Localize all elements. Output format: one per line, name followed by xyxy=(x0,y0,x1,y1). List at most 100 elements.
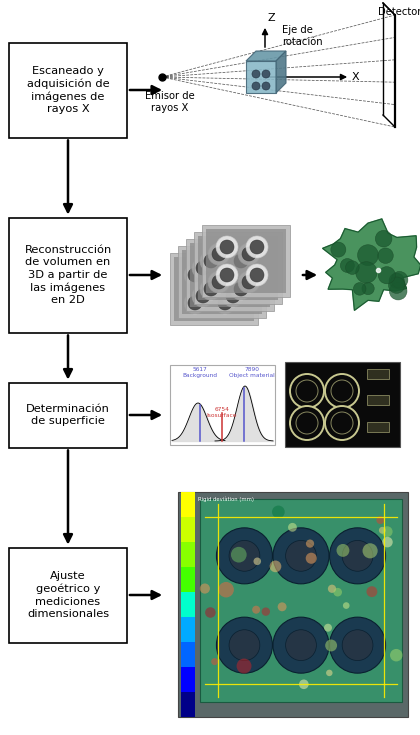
Circle shape xyxy=(353,282,366,295)
Bar xyxy=(181,492,195,517)
Circle shape xyxy=(208,271,230,293)
Circle shape xyxy=(367,587,377,597)
Text: Rigid deviàtion (mm): Rigid deviàtion (mm) xyxy=(198,497,254,503)
Circle shape xyxy=(306,553,317,564)
Polygon shape xyxy=(276,51,286,93)
Circle shape xyxy=(216,236,238,258)
Circle shape xyxy=(390,649,402,662)
Circle shape xyxy=(379,527,386,534)
Circle shape xyxy=(326,670,333,676)
Circle shape xyxy=(200,584,210,594)
Polygon shape xyxy=(323,219,420,310)
Circle shape xyxy=(196,289,210,303)
Circle shape xyxy=(299,679,309,689)
FancyBboxPatch shape xyxy=(9,548,127,642)
Circle shape xyxy=(184,264,206,286)
Circle shape xyxy=(362,282,374,295)
Circle shape xyxy=(230,278,252,300)
Circle shape xyxy=(288,523,297,531)
FancyBboxPatch shape xyxy=(9,43,127,137)
Circle shape xyxy=(378,248,393,263)
Circle shape xyxy=(231,547,247,562)
Polygon shape xyxy=(246,51,286,61)
Circle shape xyxy=(325,374,359,408)
Circle shape xyxy=(229,540,260,571)
Circle shape xyxy=(246,264,268,286)
Circle shape xyxy=(391,271,408,288)
Circle shape xyxy=(286,630,316,661)
Bar xyxy=(181,667,195,692)
Circle shape xyxy=(330,528,386,584)
Circle shape xyxy=(306,539,314,548)
Circle shape xyxy=(254,558,261,565)
Circle shape xyxy=(273,617,329,673)
Circle shape xyxy=(331,412,353,434)
Polygon shape xyxy=(246,61,276,93)
Circle shape xyxy=(220,268,234,282)
Circle shape xyxy=(238,271,260,293)
Bar xyxy=(178,492,408,717)
Circle shape xyxy=(218,268,232,282)
Circle shape xyxy=(200,250,222,272)
Bar xyxy=(181,592,195,617)
Bar xyxy=(186,239,274,311)
Circle shape xyxy=(325,406,359,440)
Circle shape xyxy=(342,630,373,661)
Circle shape xyxy=(362,543,378,559)
Circle shape xyxy=(212,275,226,289)
Circle shape xyxy=(238,243,260,265)
Circle shape xyxy=(188,296,202,310)
Circle shape xyxy=(262,607,270,616)
Circle shape xyxy=(296,380,318,402)
Circle shape xyxy=(200,278,222,300)
Bar xyxy=(285,362,400,447)
Circle shape xyxy=(204,254,218,268)
Circle shape xyxy=(229,630,260,661)
Text: X: X xyxy=(352,72,360,82)
Circle shape xyxy=(208,243,230,265)
Circle shape xyxy=(262,82,270,90)
Circle shape xyxy=(375,230,392,247)
Circle shape xyxy=(388,277,405,293)
Text: 7890
Object material: 7890 Object material xyxy=(229,367,275,378)
Bar xyxy=(206,229,286,293)
Circle shape xyxy=(212,247,226,261)
Circle shape xyxy=(236,659,252,673)
Circle shape xyxy=(378,267,395,284)
Bar xyxy=(200,499,402,702)
Circle shape xyxy=(250,268,264,282)
Bar xyxy=(181,617,195,642)
Circle shape xyxy=(382,537,393,548)
Circle shape xyxy=(242,275,256,289)
Circle shape xyxy=(330,617,386,673)
Bar xyxy=(181,517,195,542)
Circle shape xyxy=(230,250,252,272)
Circle shape xyxy=(389,282,407,300)
Circle shape xyxy=(356,262,377,283)
Circle shape xyxy=(262,70,270,78)
Circle shape xyxy=(290,406,324,440)
Circle shape xyxy=(278,603,286,612)
Text: Eje de
rotación: Eje de rotación xyxy=(282,25,323,46)
Circle shape xyxy=(234,254,248,268)
Circle shape xyxy=(218,296,232,310)
Bar xyxy=(181,642,195,667)
Circle shape xyxy=(328,584,336,593)
Circle shape xyxy=(242,247,256,261)
Circle shape xyxy=(214,264,236,286)
Circle shape xyxy=(216,528,273,584)
Circle shape xyxy=(376,516,384,524)
Bar xyxy=(174,257,254,321)
Circle shape xyxy=(340,259,354,273)
Circle shape xyxy=(324,624,332,631)
Circle shape xyxy=(333,588,342,597)
Text: Ajuste
geoétrico y
mediciones
dimensionales: Ajuste geoétrico y mediciones dimensiona… xyxy=(27,571,109,619)
Bar xyxy=(182,250,262,314)
Text: Reconstrucción
de volumen en
3D a partir de
las imágenes
en 2D: Reconstrucción de volumen en 3D a partir… xyxy=(24,245,112,305)
Circle shape xyxy=(273,528,329,584)
FancyBboxPatch shape xyxy=(9,382,127,448)
Circle shape xyxy=(196,261,210,275)
Circle shape xyxy=(226,261,240,275)
Circle shape xyxy=(234,282,248,296)
Bar xyxy=(367,395,389,405)
